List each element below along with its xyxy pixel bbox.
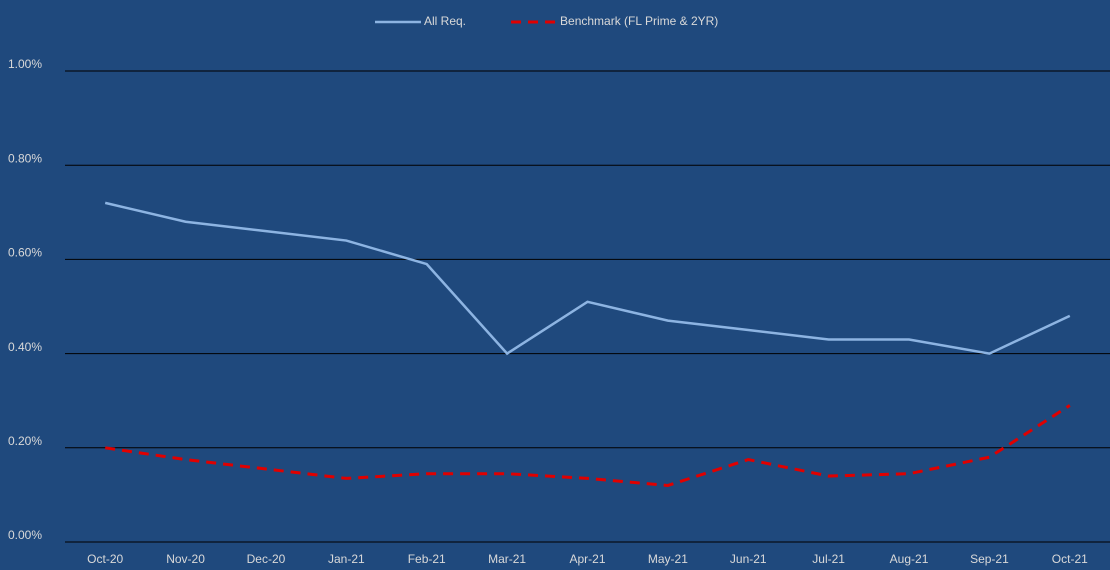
x-tick-label: Sep-21 xyxy=(970,552,1009,566)
x-tick-label: Mar-21 xyxy=(488,552,526,566)
x-tick-label: Aug-21 xyxy=(890,552,929,566)
x-tick-label: Nov-20 xyxy=(166,552,205,566)
line-series xyxy=(104,201,1071,356)
x-tick-label: Oct-21 xyxy=(1052,552,1088,566)
y-tick-label: 0.80% xyxy=(8,151,42,165)
legend-label: Benchmark (FL Prime & 2YR) xyxy=(560,14,718,28)
x-tick-label: Jan-21 xyxy=(328,552,365,566)
y-tick-label: 1.00% xyxy=(8,57,42,71)
y-tick-label: 0.60% xyxy=(8,246,42,260)
x-tick-label: Apr-21 xyxy=(569,552,605,566)
legend-label: All Req. xyxy=(424,14,466,28)
x-tick-label: Feb-21 xyxy=(408,552,446,566)
y-tick-label: 0.00% xyxy=(8,528,42,542)
line-series xyxy=(104,404,1071,488)
x-tick-label: Jul-21 xyxy=(812,552,845,566)
y-tick-label: 0.20% xyxy=(8,434,42,448)
x-tick-label: Jun-21 xyxy=(730,552,767,566)
y-tick-label: 0.40% xyxy=(8,340,42,354)
x-tick-label: May-21 xyxy=(648,552,688,566)
x-tick-label: Dec-20 xyxy=(247,552,286,566)
x-tick-label: Oct-20 xyxy=(87,552,123,566)
